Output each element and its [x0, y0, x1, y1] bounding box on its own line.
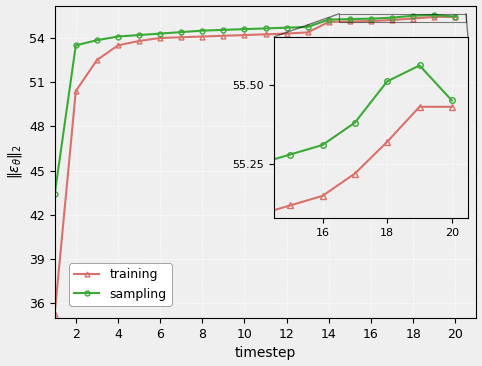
Line: training: training: [52, 15, 458, 316]
training: [241, 33, 247, 37]
training: [305, 30, 310, 35]
sampling: [284, 26, 290, 30]
sampling: [453, 14, 458, 19]
training: [453, 15, 458, 19]
training: [410, 16, 416, 21]
training: [115, 43, 121, 48]
Bar: [339, 14, 466, 22]
X-axis label: timestep: timestep: [235, 347, 296, 361]
sampling: [136, 33, 142, 37]
sampling: [389, 15, 395, 20]
training: [178, 35, 184, 40]
training: [389, 18, 395, 22]
training: [326, 20, 332, 24]
sampling: [220, 28, 226, 32]
sampling: [410, 14, 416, 18]
sampling: [157, 31, 163, 36]
sampling: [347, 17, 353, 21]
training: [136, 39, 142, 43]
sampling: [115, 34, 121, 39]
sampling: [94, 38, 100, 42]
sampling: [368, 16, 374, 21]
training: [284, 31, 290, 36]
sampling: [263, 26, 268, 31]
training: [157, 36, 163, 40]
Y-axis label: $\|\epsilon_\theta\|_2$: $\|\epsilon_\theta\|_2$: [6, 144, 24, 179]
Line: sampling: sampling: [52, 12, 458, 197]
sampling: [431, 13, 437, 17]
sampling: [52, 192, 58, 197]
training: [347, 19, 353, 24]
sampling: [200, 29, 205, 33]
training: [263, 32, 268, 37]
training: [73, 89, 79, 93]
sampling: [73, 43, 79, 48]
training: [200, 34, 205, 39]
training: [368, 19, 374, 23]
training: [94, 58, 100, 62]
Legend: training, sampling: training, sampling: [69, 264, 172, 306]
training: [431, 15, 437, 19]
training: [52, 311, 58, 316]
sampling: [178, 30, 184, 34]
sampling: [241, 27, 247, 31]
sampling: [326, 17, 332, 22]
sampling: [305, 25, 310, 29]
training: [220, 34, 226, 38]
